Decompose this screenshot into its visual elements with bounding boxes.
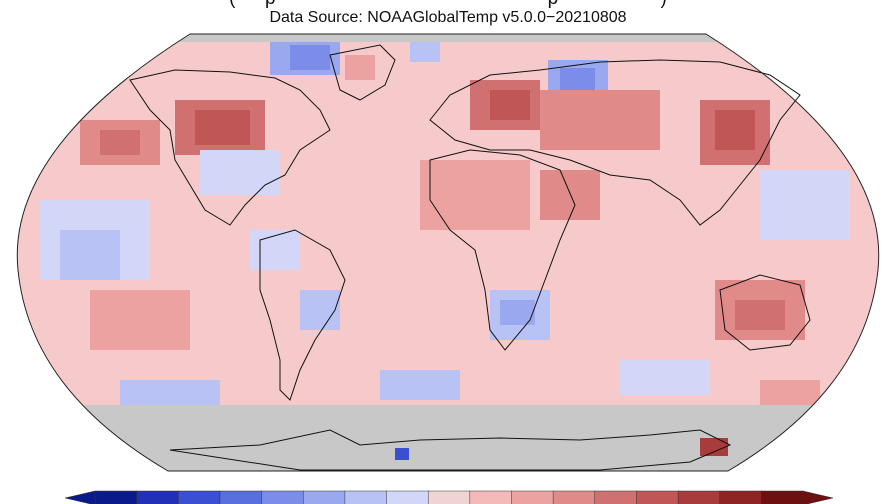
colorbar [64,490,834,504]
colorbar-segment [94,490,138,504]
globe-outline [16,33,880,472]
colorbar-segment [552,490,596,504]
data-source-subtitle: Data Source: NOAAGlobalTemp v5.0.0−20210… [269,9,627,26]
colorbar-segment [677,490,721,504]
colorbar-low-extension [64,490,96,504]
colorbar-segment [594,490,638,504]
colorbar-segment [178,490,221,504]
colorbar-segment [302,490,346,504]
colorbar-segment [136,490,180,504]
anomaly-cells [17,34,879,471]
colorbar-segment [344,490,388,504]
colorbar-high-extension [802,490,834,504]
colorbar-segment [511,490,554,504]
colorbar-segment [427,490,471,504]
colorbar-segment [469,490,513,504]
colorbar-segment [761,490,804,504]
coastlines [129,44,811,471]
colorbar-segment [719,490,763,504]
colorbar-segment [219,490,263,504]
colorbar-segment [386,490,429,504]
colorbar-segment [636,490,679,504]
map-title-partial: ( --- p --- --- --- --- --- --- --- --- … [0,0,896,10]
colorbar-segment [261,490,304,504]
